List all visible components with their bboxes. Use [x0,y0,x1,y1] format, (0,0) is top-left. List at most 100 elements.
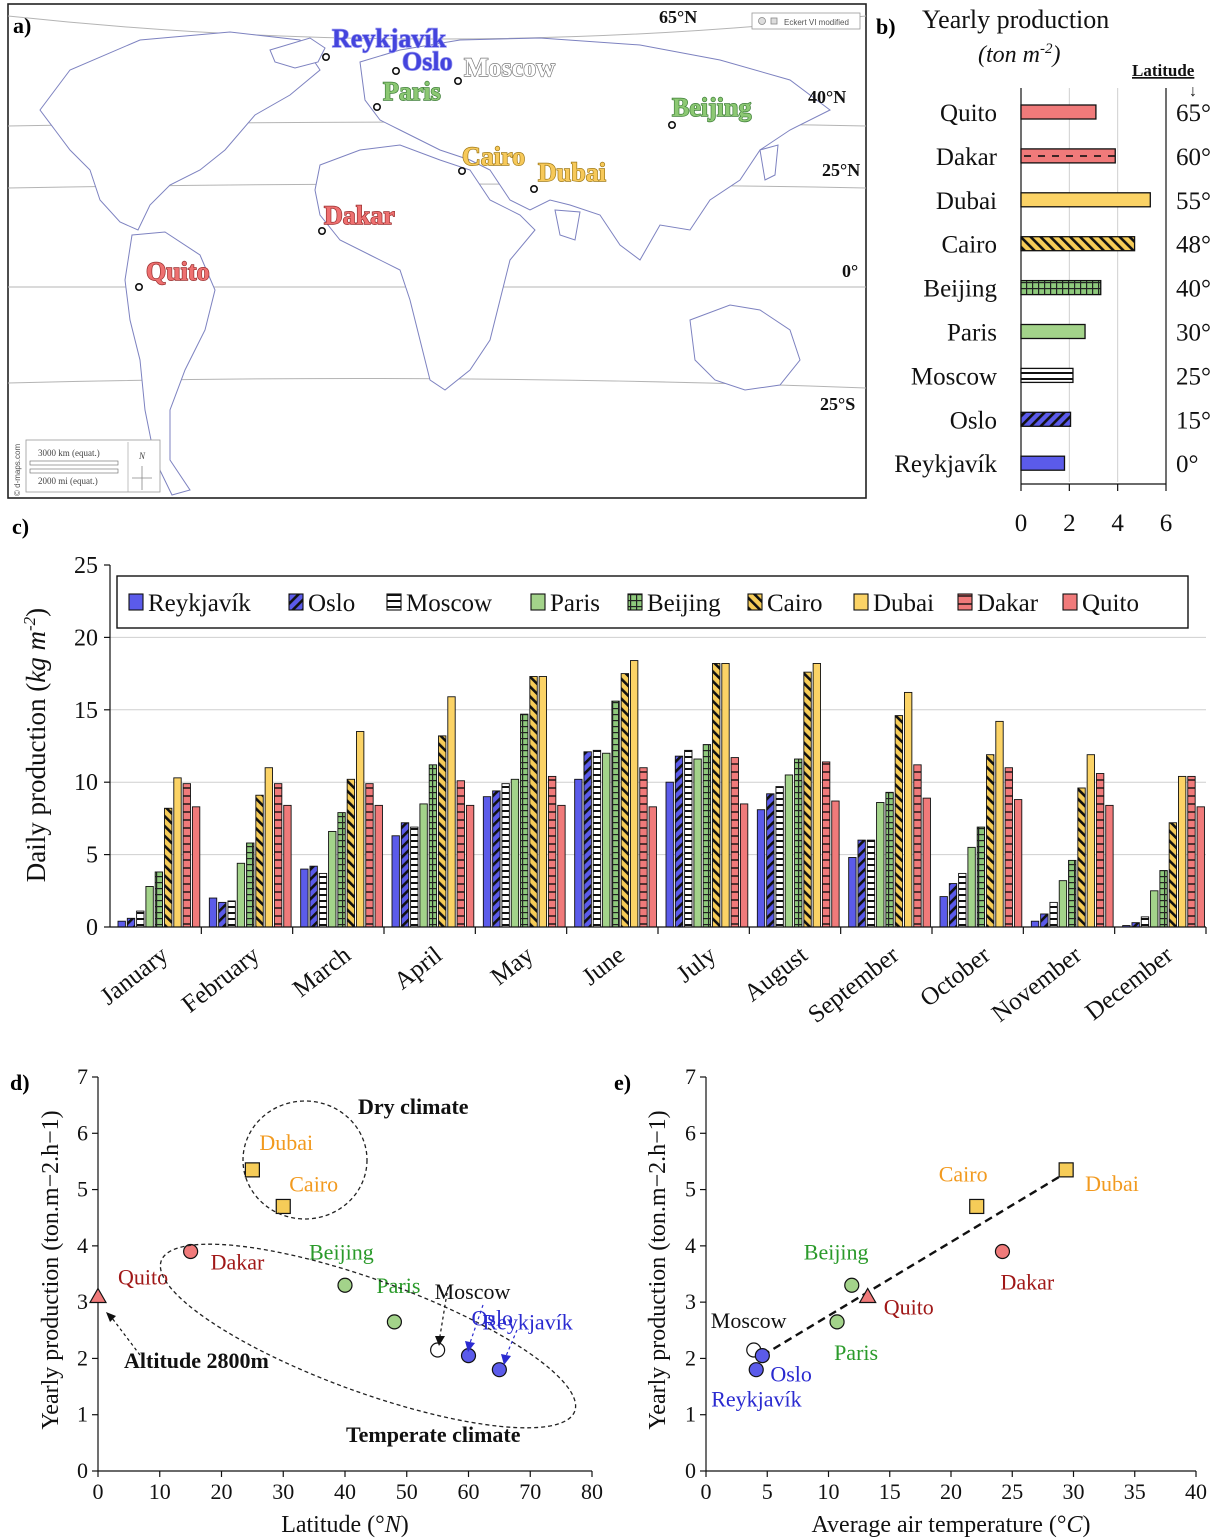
panel-c-bar-quito [831,800,840,928]
panel-d-point-beijing [337,1277,353,1293]
panel-c-bar-paris [602,752,611,928]
panel-e-xtick-label: 5 [762,1479,773,1504]
panel-c-bar-reykjavik [208,897,218,928]
panel-e-xtick-label: 15 [879,1479,901,1504]
panel-c-bar-oslo [674,755,684,928]
continent-outlines [39,31,831,496]
panel-d-ytick-label: 7 [77,1064,88,1089]
panel-c-bar-dakar [365,783,374,928]
panel-c-bar-moscow [501,783,510,928]
panel-e-point-label-dakar: Dakar [1000,1269,1054,1294]
panel-e-trendline [761,1171,1067,1357]
panel-c-bar-moscow [318,872,328,928]
projection-legend-square-icon [770,17,778,25]
panel-c-bar-quito [191,806,201,928]
panel-c-bar-cairo [986,754,995,928]
panel-d-ytick-label: 5 [77,1177,88,1202]
panel-c-legend-swatch-quito [1062,593,1078,611]
panel-c-bar-dakar [1095,773,1105,928]
panel-c-bar-dubai [995,720,1004,928]
temperate-climate-label: Temperate climate [346,1422,521,1447]
panel-d-point-label-reykjavik: Reykjavík [482,1310,572,1335]
panel-e-point-label-reykjavik: Reykjavík [711,1387,801,1412]
city-label-dubai: Dubai [538,158,606,187]
panel-c-bar-oslo [492,790,501,928]
panel-c-bar-oslo [583,751,592,928]
panel-c-bar-quito [374,804,383,928]
panel-c-bar-beijing [1068,859,1077,928]
panel-c-bar-moscow [592,749,602,928]
panel-e-ytick-label: 7 [685,1064,696,1089]
panel-c-legend-swatch-oslo [288,593,304,611]
panel-c-bar-dubai [538,676,547,928]
panel-c-month-label-february: February [177,941,265,1018]
panel-d-xtick-label: 10 [149,1479,171,1504]
panel-c-bar-oslo [126,917,136,928]
panel-c-bar-beijing [976,826,986,928]
panel-c-bar-moscow [684,749,693,928]
panel-b-title-line2: (ton m-2) [978,41,1061,68]
panel-c-bar-quito [283,804,292,928]
panel-c-bar-moscow [1049,901,1058,928]
panel-e-point-paris [829,1314,845,1330]
panel-e-ytick-label: 3 [685,1289,696,1314]
panel-c-legend-swatch-beijing [627,593,643,611]
panel-c-bar-beijing [794,758,803,928]
parallel-65n [7,15,867,40]
city-marker-quito [135,282,144,291]
panel-c-bar-oslo [1040,913,1049,928]
city-label-reykjavik: Reykjavík [332,24,447,53]
latitude-label-40-n: 40°N [808,87,846,107]
panel-d-xtick-label: 30 [272,1479,294,1504]
panel-d-point-label-quito: Quito [118,1265,168,1290]
panel-e-xtick-label: 35 [1124,1479,1146,1504]
panel-e-point-beijing [844,1277,860,1293]
panel-c-legend-label-cairo: Cairo [767,590,823,617]
panel-c-legend-swatch-reykjavik [128,593,144,611]
panel-d-point-cairo [275,1198,291,1215]
city-marker-oslo [391,67,400,76]
daily-production-panel: c) Daily production (kg m-2) 0 5 10 15 20 25 J… [12,514,1207,1029]
panel-e-point-dakar [994,1243,1011,1260]
panel-c-legend-label-paris: Paris [550,590,600,617]
panel-c-bar-oslo [309,865,318,928]
panel-c-bar-paris [328,830,337,928]
city-marker-moscow [453,77,462,86]
panel-d-ytick-label: 0 [77,1458,88,1483]
panel-c-bar-reykjavik [756,809,766,928]
panel-c-bar-reykjavik [848,857,857,928]
panel-e-point-label-beijing: Beijing [804,1239,869,1264]
panel-c-bar-dakar [456,780,465,928]
panel-c-month-label-july: July [672,941,722,988]
panel-b-latitude-5: 30° [1176,320,1211,347]
panel-e-point-label-dubai: Dubai [1085,1171,1139,1196]
city-marker-reykjavik [321,52,330,61]
panel-b-label: b) [876,14,896,39]
panel-c-bar-moscow [136,910,145,928]
scale-km: 3000 km (equat.) [38,448,100,458]
panel-c-legend-label-dakar: Dakar [977,590,1039,617]
panel-b-category-dubai: Dubai [936,188,997,215]
panel-e-xtick-label: 0 [701,1479,712,1504]
panel-d-ytick-label: 6 [77,1120,88,1145]
compass-icon [132,466,152,490]
panel-c-ytick-label: 15 [74,698,98,724]
panel-c-label: c) [12,514,29,539]
latitude-scatter-panel: d) 0 10 20 30 40 50 60 70 80 0 1 2 3 4 5 6 7 Quito Dakar D… [10,1064,603,1538]
panel-c-bar-oslo [857,839,866,928]
panel-e-point-dubai [1058,1162,1074,1178]
panel-b-xtick-label: 6 [1160,510,1173,537]
dry-climate-ellipse [242,1100,368,1220]
panel-c-legend-label-oslo: Oslo [308,590,355,617]
panel-c-bar-cairo [1168,822,1178,928]
panel-c-bar-cairo [894,715,904,928]
panel-c-bar-dubai [356,731,365,928]
panel-b-xtick-label: 0 [1015,510,1028,537]
moscow-arrowhead-icon [435,1336,445,1346]
panel-d-point-quito [88,1287,108,1304]
panel-b-latitude-4: 40° [1176,276,1211,303]
panel-c-bar-paris [510,778,520,928]
panel-b-xtick-label: 2 [1063,510,1076,537]
latitude-label-0-: 0° [842,261,858,281]
